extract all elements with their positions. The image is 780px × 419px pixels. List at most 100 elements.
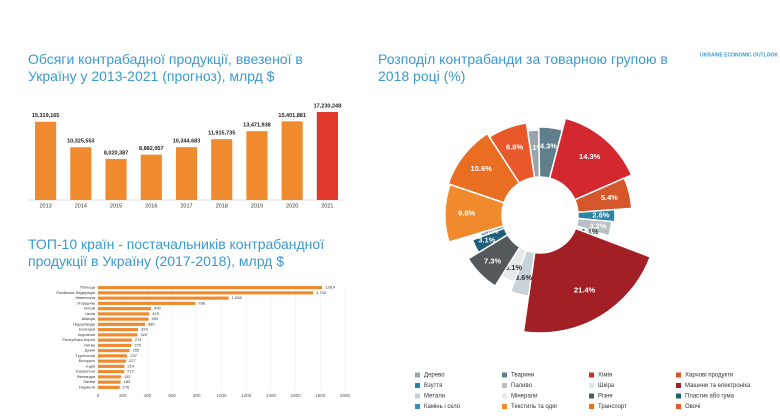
legend-swatch — [589, 404, 594, 409]
legend-label: Камінь і скло — [424, 404, 461, 410]
legend-label: Мінерали — [511, 394, 538, 400]
y-tick-label: Індонезія — [78, 332, 95, 337]
value-label: 13,471,938 — [243, 123, 271, 129]
x-tick-label: 1000 — [216, 393, 227, 398]
y-tick-label: Казахстан — [76, 369, 95, 374]
value-label: 255 — [132, 348, 139, 353]
logo: UKRAINE ECONOMIC OUTLOOK — [700, 52, 778, 58]
bar — [70, 147, 92, 200]
y-tick-label: Китай — [84, 306, 95, 311]
chart-title: Розподіл контрабанди за товарною групою … — [378, 51, 668, 84]
bar — [211, 139, 233, 200]
y-tick-label: Індія — [86, 363, 95, 368]
bar — [98, 338, 132, 342]
x-tick-label: 2013 — [39, 203, 51, 209]
value-label: 430 — [154, 306, 161, 311]
legend-label: Дерево — [424, 373, 445, 379]
value-label: 320 — [141, 332, 148, 337]
x-tick-label: 2018 — [216, 203, 228, 209]
bar — [98, 380, 121, 384]
bar — [98, 301, 196, 305]
pie-slice — [488, 122, 536, 185]
x-tick-label: 600 — [168, 393, 176, 398]
value-label: 214 — [127, 363, 134, 368]
x-tick-label: 2017 — [180, 203, 192, 209]
legend-label: Метали — [424, 394, 445, 400]
bar — [98, 296, 229, 300]
pie-slice — [447, 132, 521, 204]
value-label: 3.6% — [515, 273, 532, 282]
bar — [105, 159, 127, 200]
bar — [281, 121, 303, 200]
value-label: 237 — [130, 353, 137, 358]
value-label: 212 — [127, 369, 134, 374]
value-label: 1.1% — [582, 227, 599, 236]
legend-swatch — [676, 372, 681, 378]
y-tick-label: Латвія — [83, 379, 95, 384]
legend-swatch — [676, 404, 681, 409]
legend-swatch — [502, 372, 507, 378]
value-label: 788 — [198, 300, 205, 305]
legend-label: Пластик або гума — [685, 394, 735, 400]
legend-swatch — [415, 393, 420, 399]
value-label: 10,325,553 — [67, 139, 95, 145]
legend-swatch — [589, 383, 594, 388]
value-label: 3.1% — [478, 236, 495, 245]
pie-slice — [548, 117, 633, 201]
legend-label: Шкіра — [598, 383, 615, 389]
legend-swatch — [676, 393, 681, 399]
x-tick-label: 0 — [97, 393, 100, 398]
value-label: 17,230,248 — [314, 103, 342, 109]
value-label: 10,344,683 — [173, 139, 201, 145]
value-label: 3.1% — [505, 263, 522, 272]
pie-slice — [467, 233, 521, 288]
y-tick-label: Туреччина — [76, 353, 96, 358]
value-label: 8,020,387 — [104, 150, 128, 156]
value-label: 5.4% — [601, 193, 618, 202]
bar — [316, 112, 338, 200]
y-tick-label: Польща — [80, 285, 96, 290]
legend-label: Взуття — [424, 383, 442, 389]
bar — [140, 154, 162, 200]
legend-swatch — [502, 393, 507, 399]
value-label: 1,814 — [325, 285, 336, 290]
value-label: 409 — [152, 316, 159, 321]
bar — [175, 147, 198, 200]
value-label: 21.4% — [574, 285, 596, 294]
y-tick-label: Білорусь — [79, 358, 95, 363]
y-tick-label: Данія — [85, 348, 95, 353]
value-label: 15,319,165 — [32, 113, 60, 119]
bar — [98, 364, 125, 368]
value-label: 2.1% — [526, 143, 543, 152]
value-label: 6.8% — [506, 143, 523, 152]
legend-swatch — [589, 372, 594, 378]
value-label: 1.0% — [481, 227, 498, 236]
x-tick-label: 2021 — [321, 203, 333, 209]
legend-label: Харчові продукти — [685, 373, 733, 379]
chart-title: ТОП-10 країн - постачальників контрабанд… — [28, 236, 324, 269]
x-tick-label: 2015 — [110, 203, 122, 209]
y-tick-label: Німеччина — [76, 295, 96, 300]
value-label: 274 — [135, 337, 142, 342]
legend-label: Овочі — [685, 404, 700, 410]
bar — [98, 333, 138, 337]
bar — [98, 312, 150, 316]
value-label: 8,882,957 — [139, 146, 163, 152]
y-tick-label: Нідерланди — [73, 321, 95, 326]
chart-title: Обсяги контрабадної продукції, ввезеної … — [28, 51, 303, 84]
x-tick-label: 1400 — [266, 393, 277, 398]
legend-label: Паливо — [511, 383, 533, 389]
value-label: 227 — [129, 358, 136, 363]
x-tick-label: 2020 — [286, 203, 298, 209]
bar — [98, 370, 125, 374]
legend-swatch — [415, 383, 420, 388]
y-tick-label: Болгарія — [79, 327, 95, 332]
bar — [98, 354, 128, 358]
x-tick-label: 400 — [144, 393, 152, 398]
bar — [98, 322, 145, 326]
x-tick-label: 1800 — [315, 393, 326, 398]
legend-label: Різне — [598, 394, 613, 400]
value-label: 324 — [141, 327, 148, 332]
legend-swatch — [415, 372, 420, 378]
